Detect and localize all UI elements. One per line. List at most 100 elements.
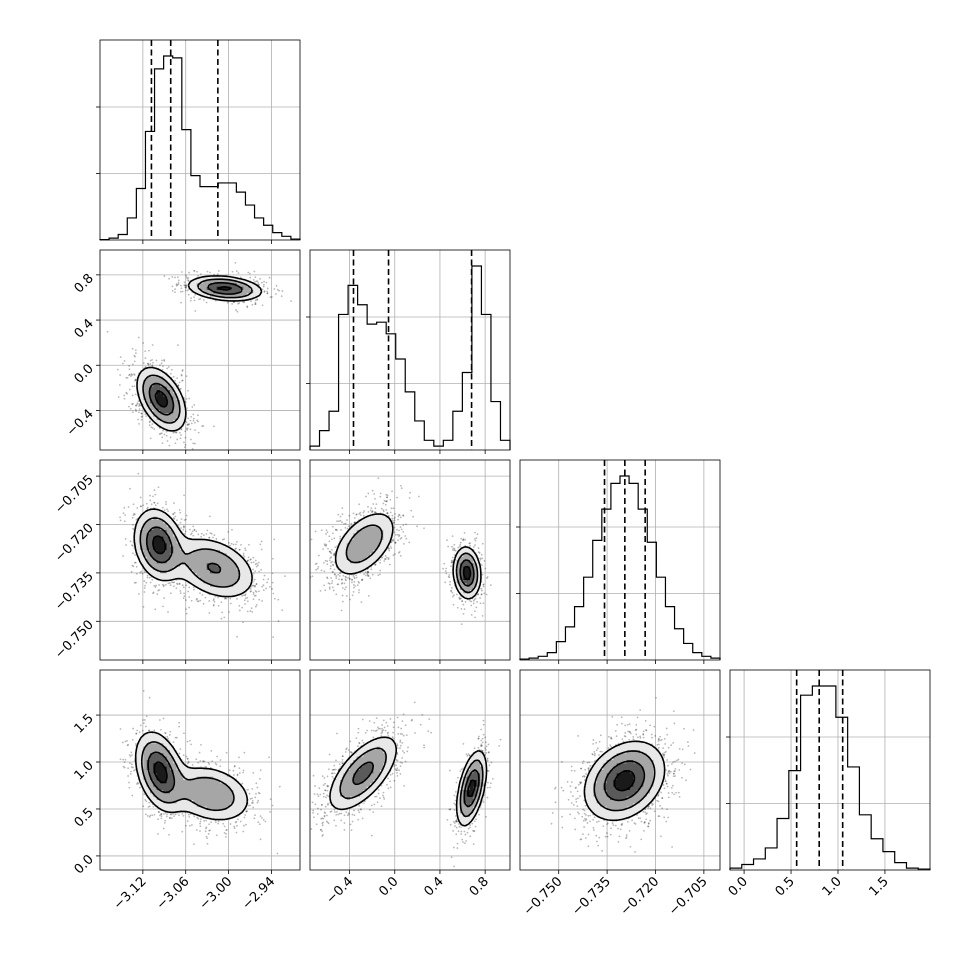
density-cell (246, 286, 251, 291)
sample-point (190, 415, 193, 418)
sample-point (159, 432, 162, 435)
density-cell (143, 383, 148, 388)
sample-point (169, 582, 171, 584)
density-cell (170, 573, 174, 578)
sample-point (263, 280, 265, 283)
sample-point (444, 581, 447, 584)
sample-point (235, 270, 238, 273)
sample-point (353, 521, 356, 524)
density-cell (170, 380, 174, 384)
density-cell (220, 586, 224, 591)
contour-level-2 (145, 526, 222, 574)
density-cell (243, 290, 248, 294)
density-cell (136, 523, 141, 528)
sample-point (188, 271, 190, 274)
sample-point (137, 400, 140, 402)
sample-point (177, 384, 180, 387)
sample-point (254, 584, 257, 587)
sample-point (179, 590, 182, 592)
density-cell (243, 280, 248, 284)
density-cell (153, 560, 158, 564)
sample-point (252, 584, 255, 587)
sample-point (270, 296, 273, 298)
sample-point (349, 577, 351, 580)
sample-point (260, 568, 263, 571)
sample-point (400, 536, 403, 539)
sample-point (481, 557, 484, 560)
density-cell (166, 396, 171, 401)
sample-point (262, 578, 265, 581)
density-cell (216, 586, 221, 591)
density-cell (170, 560, 174, 564)
sample-point (169, 436, 172, 439)
sample-point (134, 408, 137, 411)
density-cell (203, 553, 208, 558)
sample-point (243, 301, 245, 304)
density-cell (190, 576, 194, 581)
density-cell (210, 280, 214, 284)
sample-point (244, 603, 246, 605)
density-cell (193, 550, 198, 554)
sample-point (175, 431, 177, 434)
sample-point (241, 594, 244, 597)
density-cell (220, 583, 224, 588)
density-cell (143, 530, 148, 534)
sample-point (184, 401, 187, 404)
sample-point (476, 533, 479, 536)
density-cell (240, 590, 244, 594)
density-cell (156, 383, 161, 388)
sample-point (324, 589, 327, 592)
density-cell (210, 283, 214, 288)
sample-point (284, 575, 286, 577)
density-cell (200, 286, 204, 291)
sample-point (190, 299, 192, 302)
sample-point (176, 583, 179, 586)
sample-point (232, 543, 235, 546)
density-cell (140, 556, 144, 561)
sample-point (392, 539, 395, 542)
sample-point (319, 589, 322, 592)
density-cell (156, 400, 161, 404)
density-cell (210, 286, 214, 291)
density-cell (210, 563, 214, 568)
density-cell (170, 536, 174, 541)
density-cell (233, 580, 238, 584)
sample-point (132, 503, 135, 506)
density-cell (240, 563, 244, 568)
sample-point (147, 363, 149, 365)
sample-point (273, 288, 276, 290)
density-cell (170, 520, 174, 524)
sample-point (153, 501, 156, 504)
sample-point (187, 280, 190, 282)
sample-point (199, 599, 202, 602)
sample-point (171, 285, 174, 288)
sample-point (277, 620, 280, 623)
density-cell (190, 540, 194, 544)
density-cell (243, 586, 248, 591)
sample-point (185, 514, 188, 517)
sample-point (331, 525, 334, 528)
sample-point (193, 269, 196, 272)
density-cell (146, 533, 151, 538)
sample-point (176, 276, 179, 279)
sample-point (174, 276, 176, 279)
sample-point (205, 301, 208, 304)
density-cell (200, 556, 204, 561)
sample-point (329, 565, 332, 567)
sample-point (195, 598, 198, 601)
density-cell (153, 573, 158, 578)
sample-point (254, 276, 257, 279)
sample-point (355, 513, 358, 516)
sample-point (393, 521, 395, 524)
sample-point (327, 582, 330, 585)
sample-point (339, 572, 341, 575)
density-cell (183, 566, 188, 571)
density-cell (223, 280, 228, 284)
density-cell (173, 406, 178, 411)
sample-point (159, 364, 161, 367)
density-cell (223, 586, 228, 591)
density-cell (156, 553, 161, 558)
density-cell (180, 533, 184, 538)
density-cell (216, 556, 221, 561)
density-cell (213, 556, 218, 561)
